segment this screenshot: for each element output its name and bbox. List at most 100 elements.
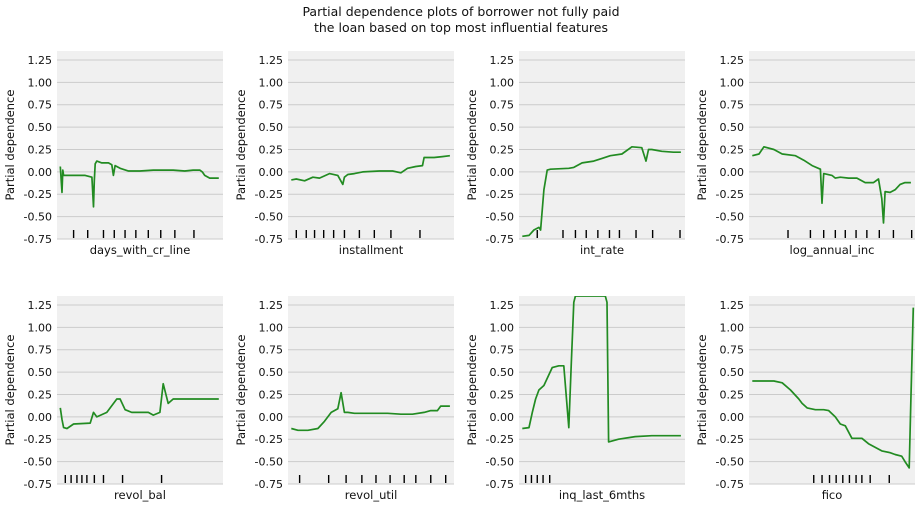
y-tick-label: 0.50: [490, 121, 515, 134]
y-tick-label: -0.75: [255, 233, 283, 246]
y-tick-label: -0.75: [24, 233, 52, 246]
y-tick-label: 0.75: [28, 344, 53, 357]
pd-line-fico: [752, 307, 915, 469]
y-tick-label: 0.75: [259, 344, 284, 357]
y-tick-label: 0.75: [720, 344, 745, 357]
y-tick-label: -0.75: [255, 478, 283, 491]
x-axis-label: inq_last_6mths: [559, 488, 645, 502]
y-tick-label: 0.00: [259, 411, 284, 424]
y-tick-label: -0.50: [24, 456, 52, 469]
x-axis-label: revol_util: [345, 488, 398, 502]
pd-line-installment: [291, 154, 451, 186]
y-tick-label: 0.25: [490, 388, 515, 401]
y-tick-label: -0.50: [255, 456, 283, 469]
y-axis-label: Partial dependence: [3, 335, 17, 446]
y-tick-label: 0.50: [259, 366, 284, 379]
y-tick-label: 1.00: [28, 76, 53, 89]
y-tick-label: 0.00: [720, 411, 745, 424]
y-axis-label: Partial dependence: [465, 335, 479, 446]
x-axis-label: installment: [339, 243, 404, 257]
y-tick-label: 0.25: [720, 388, 745, 401]
y-tick-label: 1.00: [490, 76, 515, 89]
y-tick-label: 0.75: [720, 99, 745, 112]
panel-background: [57, 51, 223, 239]
panel-fico: -0.75 -0.50 -0.25 0.00 0.25 0.50 0.75 1.00 1.25 f…: [695, 296, 915, 502]
y-tick-label: 0.50: [259, 121, 284, 134]
x-axis-label: int_rate: [580, 243, 624, 257]
y-axis-label: Partial dependence: [695, 335, 709, 446]
panel-background: [288, 296, 454, 484]
panel-background: [749, 296, 915, 484]
panel-background: [749, 51, 915, 239]
y-tick-label: -0.25: [255, 433, 283, 446]
y-tick-label: 0.25: [720, 143, 745, 156]
y-tick-label: 1.00: [259, 321, 284, 334]
y-tick-label: 1.00: [720, 321, 745, 334]
y-tick-label: -0.50: [24, 211, 52, 224]
chart-title-line-1: Partial dependence plots of borrower not…: [302, 4, 620, 19]
y-tick-label: -0.75: [24, 478, 52, 491]
panel-inq_last_6mths: -0.75 -0.50 -0.25 0.00 0.25 0.50 0.75 1.00 1.25 i…: [465, 296, 685, 502]
y-tick-label: 0.50: [28, 121, 53, 134]
y-tick-label: 1.25: [720, 299, 745, 312]
y-tick-label: -0.25: [716, 188, 744, 201]
y-tick-label: -0.50: [486, 456, 514, 469]
y-tick-label: 1.00: [720, 76, 745, 89]
y-tick-label: 1.25: [720, 54, 745, 67]
panel-background: [519, 51, 685, 239]
y-tick-label: 0.50: [28, 366, 53, 379]
pd-line-revol_bal: [59, 382, 219, 430]
y-tick-label: 0.00: [490, 411, 515, 424]
y-tick-label: 0.75: [490, 99, 515, 112]
y-tick-label: 1.25: [259, 299, 284, 312]
y-tick-label: 0.25: [259, 143, 284, 156]
y-axis-label: Partial dependence: [3, 90, 17, 201]
panel-log_annual_inc: -0.75 -0.50 -0.25 0.00 0.25 0.50 0.75 1.00 1.25 l…: [695, 51, 915, 257]
y-tick-label: 1.00: [28, 321, 53, 334]
y-tick-label: -0.25: [255, 188, 283, 201]
y-tick-label: 0.00: [28, 166, 53, 179]
y-tick-label: -0.75: [716, 233, 744, 246]
y-axis-label: Partial dependence: [234, 90, 248, 201]
y-tick-label: -0.75: [716, 478, 744, 491]
y-tick-label: 0.25: [28, 143, 53, 156]
y-tick-label: 0.00: [720, 166, 745, 179]
y-tick-label: 0.00: [28, 411, 53, 424]
y-tick-label: -0.50: [716, 211, 744, 224]
y-tick-label: 0.25: [259, 388, 284, 401]
pd-line-days_with_cr_line: [59, 160, 219, 208]
x-axis-label: log_annual_inc: [790, 243, 875, 257]
y-tick-label: 0.50: [720, 366, 745, 379]
x-axis-label: days_with_cr_line: [90, 243, 191, 257]
y-tick-label: 1.25: [28, 299, 53, 312]
y-tick-label: 0.75: [259, 99, 284, 112]
y-tick-label: -0.25: [486, 188, 514, 201]
panel-background: [519, 296, 685, 484]
y-tick-label: 1.25: [490, 54, 515, 67]
panel-background: [288, 51, 454, 239]
y-tick-label: 0.50: [490, 366, 515, 379]
y-axis-label: Partial dependence: [465, 90, 479, 201]
x-axis-label: fico: [822, 488, 843, 502]
panel-revol_bal: -0.75 -0.50 -0.25 0.00 0.25 0.50 0.75 1.00 1.25 r…: [3, 296, 223, 502]
y-tick-label: 1.25: [28, 54, 53, 67]
y-tick-label: -0.25: [716, 433, 744, 446]
y-tick-label: 0.00: [490, 166, 515, 179]
y-tick-label: 1.25: [259, 54, 284, 67]
pd-line-inq_last_6mths: [522, 296, 681, 443]
pd-line-int_rate: [522, 145, 681, 238]
y-axis-label: Partial dependence: [234, 335, 248, 446]
y-tick-label: -0.25: [24, 433, 52, 446]
y-tick-label: 0.25: [490, 143, 515, 156]
y-tick-label: 1.25: [490, 299, 515, 312]
pd-line-log_annual_inc: [752, 145, 911, 224]
x-axis-label: revol_bal: [114, 488, 166, 502]
y-tick-label: 0.75: [28, 99, 53, 112]
y-tick-label: -0.50: [486, 211, 514, 224]
y-tick-label: -0.75: [486, 478, 514, 491]
y-tick-label: 0.25: [28, 388, 53, 401]
y-tick-label: -0.25: [24, 188, 52, 201]
panel-int_rate: -0.75 -0.50 -0.25 0.00 0.25 0.50 0.75 1.00 1.25 i…: [465, 51, 685, 257]
y-tick-label: 0.50: [720, 121, 745, 134]
